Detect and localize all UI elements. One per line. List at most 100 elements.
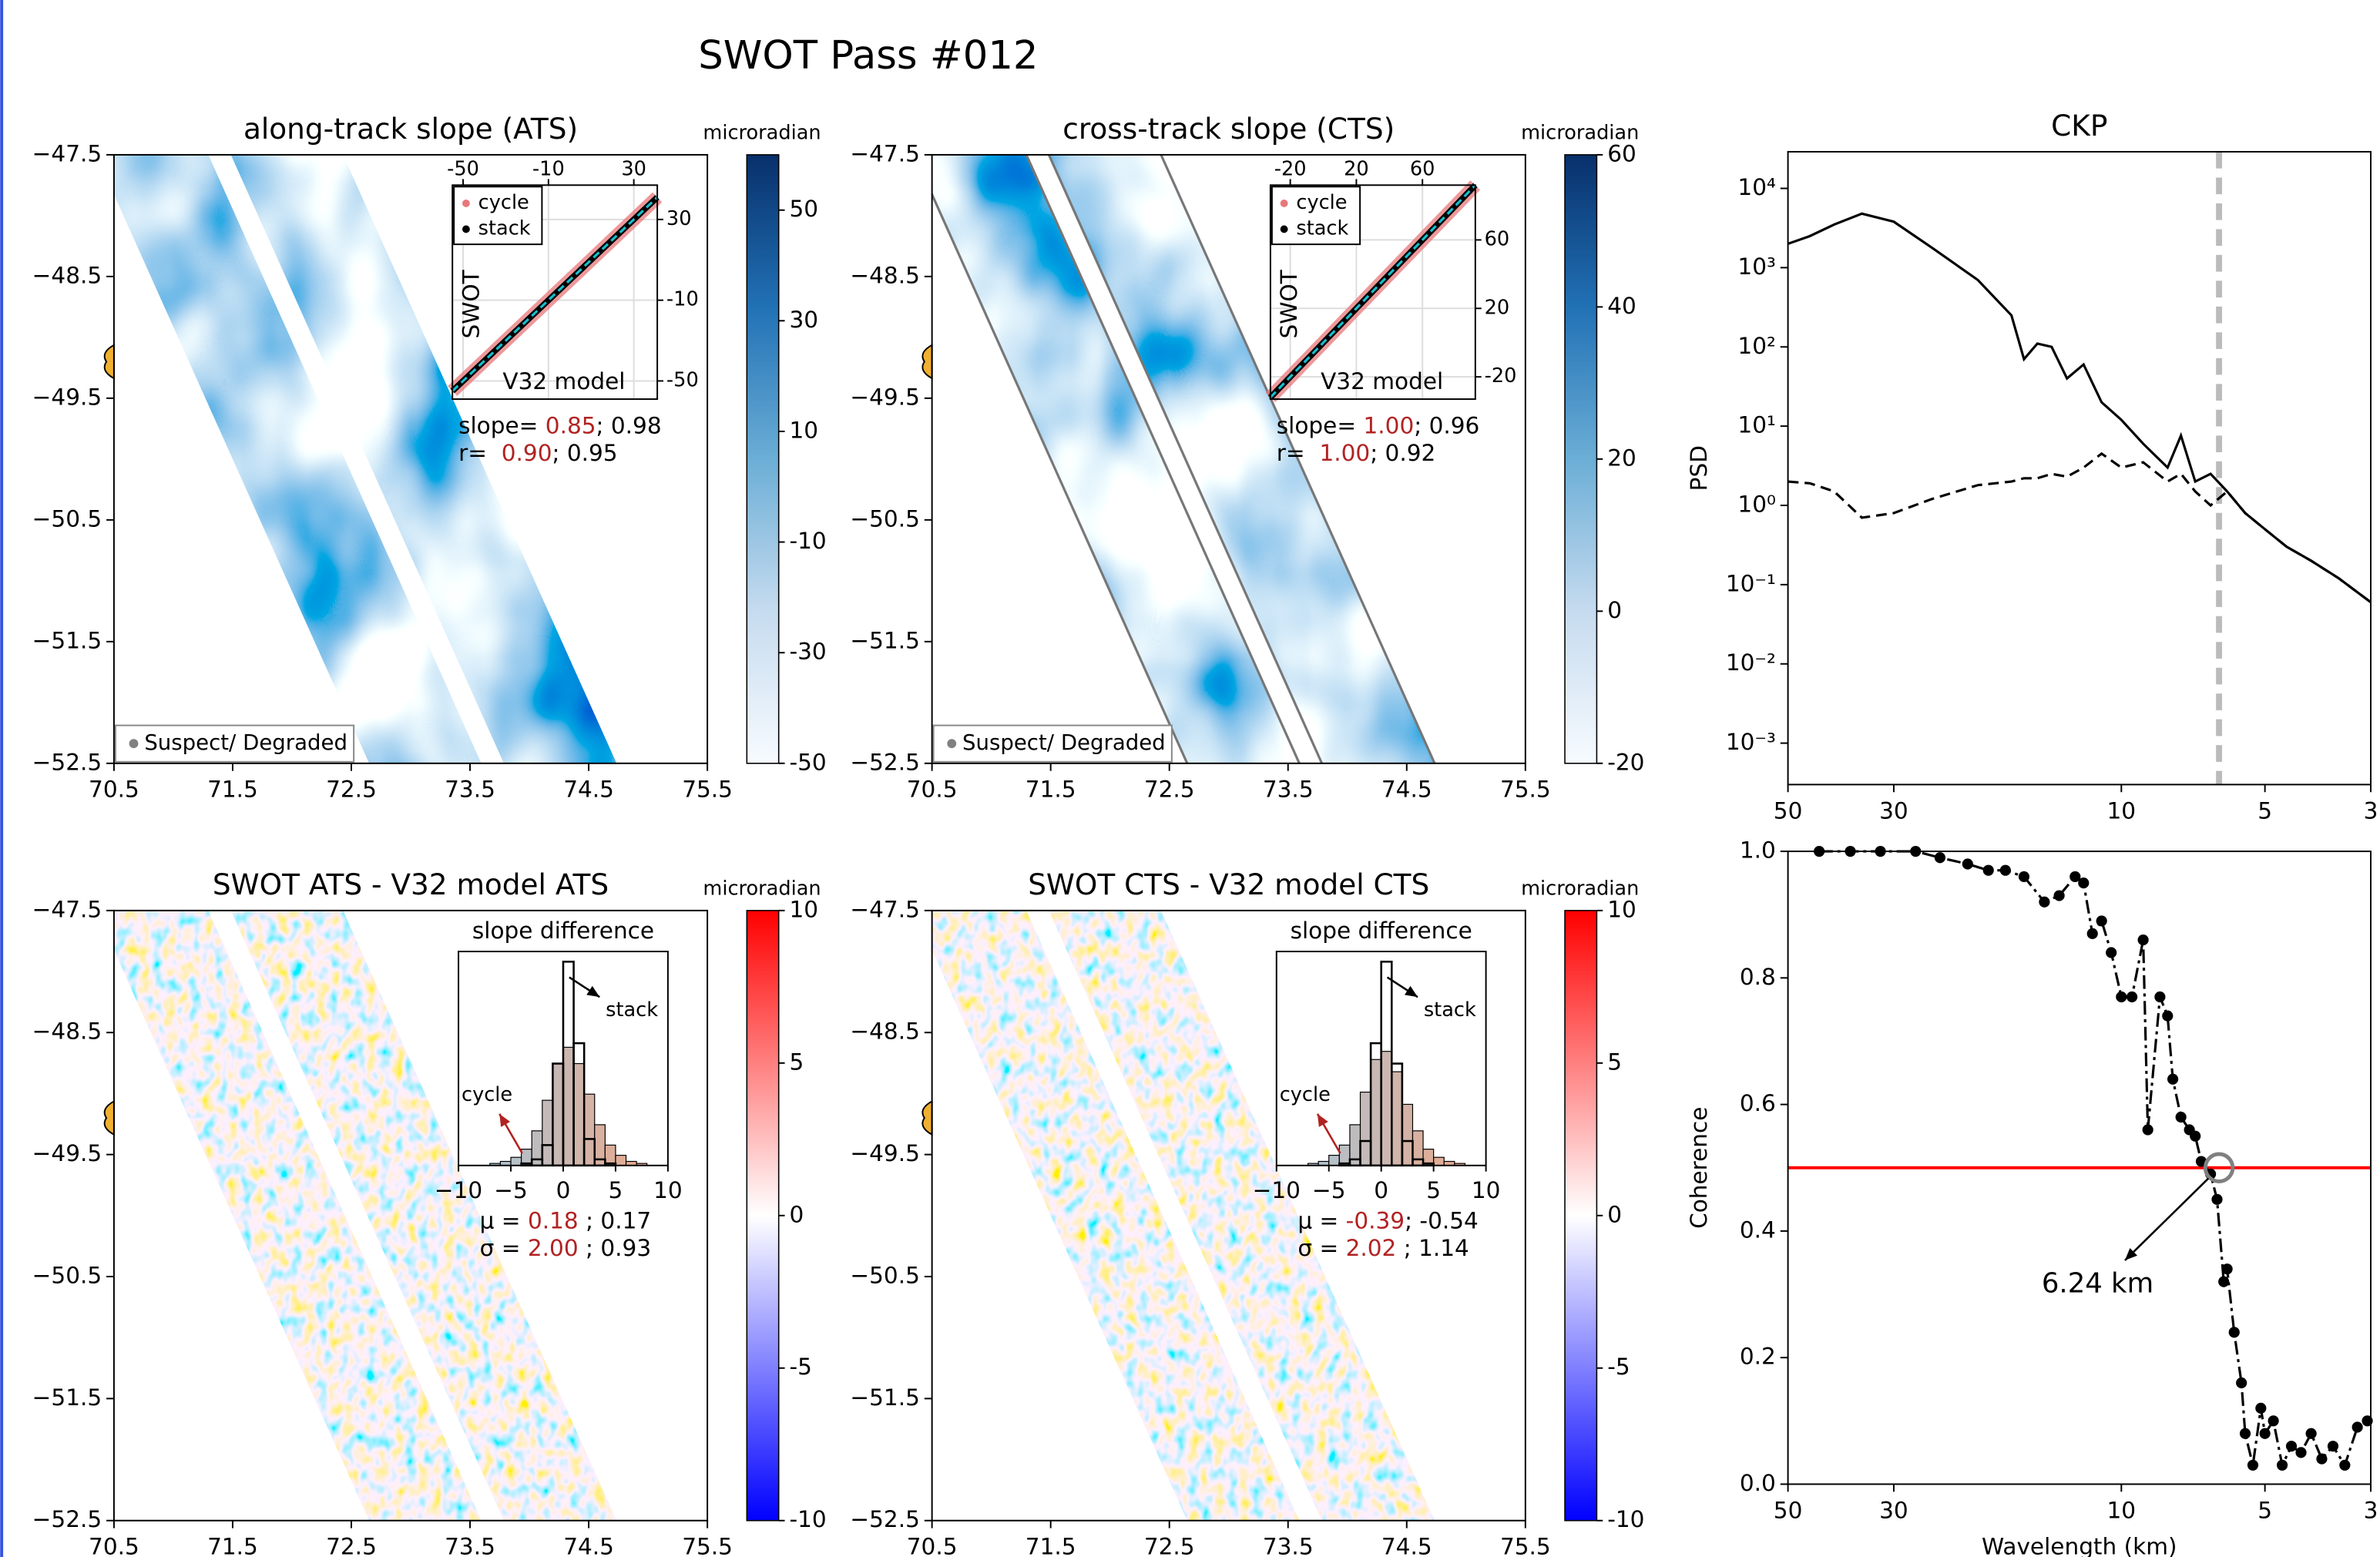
y-tick-label: 10³ [1737,253,1775,280]
y-tick-label: 0.8 [1740,964,1776,990]
cycle-hist-bar [1359,1091,1371,1166]
stats-label: r= [1277,439,1320,465]
colorbar [1564,910,1598,1522]
crossing-annotation: 6.24 km [2042,1267,2153,1299]
stats-label: r= [458,439,502,465]
y-tick-label: 10² [1737,333,1775,359]
colorbar-tick-label: -50 [789,749,826,775]
one-to-one-line [451,196,659,392]
axes-frame [112,153,709,764]
cycle-hist-bar [1401,1103,1414,1166]
cycle-hist-bar [1370,1059,1382,1166]
data-point [2162,1010,2174,1022]
swath-edge [1160,154,1436,763]
y-tick-label: −48.5 [850,262,920,288]
data-point [2259,1428,2271,1439]
x-tick-label: 71.5 [1026,777,1076,803]
colorbar-tick-label: 10 [789,417,818,443]
panel-title: cross-track slope (CTS) [1062,112,1395,146]
data-point [2154,991,2166,1003]
arrow-shaft [2124,1177,2210,1261]
y-tick-label: 10⁻³ [1726,729,1776,755]
inset-x-label: V32 model [502,368,625,394]
y-tick-label: −52.5 [32,749,102,775]
data-point [2126,991,2138,1003]
colorbar-tick-label: 0 [789,1201,804,1227]
x-tick-label: 73.5 [1263,1534,1314,1557]
y-tick-label: −47.5 [32,896,102,922]
data-point [2096,915,2107,927]
inset-x-tick-label: −5 [494,1177,528,1203]
y-tick-label: −50.5 [32,1262,102,1288]
inset-frame [1275,951,1487,1166]
inset-frame [458,951,669,1166]
inset-x-tick-label: 5 [1426,1177,1441,1203]
cycle-hist-bar [615,1154,627,1166]
colorbar-label: microradian [1521,121,1639,144]
x-tick-label: 73.5 [445,1534,495,1557]
inset-x-tick-label: -10 [532,158,565,181]
x-tick-label: 74.5 [1381,1534,1432,1557]
data-point [2218,1276,2230,1287]
inset-y-tick-label: 30 [666,207,692,230]
stats-line: σ = 2.00 ; 0.93 [480,1235,651,1261]
inset-title: slope difference [472,918,654,944]
land-outline [921,1099,933,1136]
x-tick-label: 72.5 [326,1534,377,1557]
y-tick-label: −50.5 [850,505,920,532]
y-tick-label: 10¹ [1737,412,1775,438]
cycle-hist-bar [562,1046,575,1166]
x-tick-label: 50 [1774,1497,1803,1523]
data-point [2276,1459,2288,1471]
data-point [2039,896,2050,908]
data-point [2053,890,2065,901]
stats-line: slope= 0.85; 0.98 [458,412,662,438]
inset-y-tick-label: 60 [1485,227,1510,250]
stats-stack: ; 0.93 [579,1235,651,1261]
inset-x-tick-label: 5 [609,1177,623,1203]
x-axis-label: Wavelength (km) [1982,1534,2177,1557]
data-point [2295,1447,2307,1458]
inset-x-tick-label: 60 [1410,158,1435,181]
cycle-hist-bar [604,1144,616,1166]
x-tick-label: 10 [2107,1497,2137,1523]
y-tick-label: −47.5 [850,896,920,922]
data-point [2339,1459,2351,1471]
stats-stack: ; 1.14 [1396,1235,1469,1261]
colorbar-label: microradian [703,121,821,144]
colorbar-tick-label: 10 [1607,896,1636,922]
stats-line: r= 1.00; 0.92 [1277,439,1436,465]
colorbar [746,910,780,1522]
data-point [2078,877,2090,889]
y-tick-label: 10⁰ [1737,492,1775,518]
x-tick-label: 75.5 [682,1534,733,1557]
stats-line: μ = -0.39; -0.54 [1297,1207,1478,1233]
data-point [2221,1263,2233,1275]
inset-x-tick-label: 0 [1374,1177,1388,1203]
data-point [2069,871,2081,882]
stats-stack: ; 0.17 [579,1207,651,1233]
stats-cycle: 1.00 [1319,439,1370,465]
stats-stack: ; -0.54 [1405,1207,1479,1233]
cycle-hist-bar [552,1062,564,1166]
panel-title: SWOT CTS - V32 model CTS [1028,867,1429,901]
stats-cycle: -0.39 [1346,1207,1405,1233]
y-tick-label: −49.5 [32,1140,102,1166]
x-tick-label: 3 [2364,797,2378,824]
y-tick-label: −47.5 [32,140,102,166]
x-tick-label: 71.5 [1026,1534,1076,1557]
y-tick-label: 10⁻¹ [1726,570,1776,596]
data-point [2211,1193,2223,1205]
stats-line: r= 0.90; 0.95 [458,439,618,465]
stats-cycle: 2.00 [528,1235,579,1261]
colorbar-tick-label: -10 [789,1506,826,1532]
axes-frame [1787,150,2372,786]
inset-x-tick-label: −5 [1312,1177,1346,1203]
panel-title: SWOT ATS - V32 model ATS [213,867,609,901]
x-tick-label: 30 [1879,797,1908,824]
inset-x-tick-label: 20 [1344,158,1369,181]
axes-frame [931,909,1526,1522]
legend-label: Suspect/ Degraded [962,730,1166,755]
stats-cycle: 0.90 [502,439,552,465]
